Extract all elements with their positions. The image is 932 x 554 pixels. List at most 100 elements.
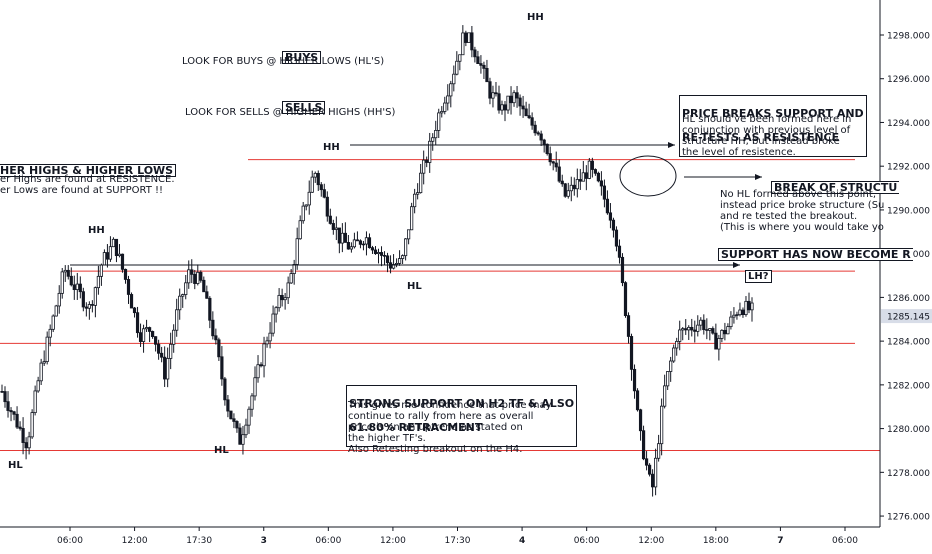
candle [166, 347, 170, 388]
candle [358, 239, 363, 249]
candle-body [193, 273, 197, 284]
candle-body [611, 219, 616, 231]
candle [57, 285, 61, 314]
candle-body [190, 269, 194, 275]
candle [51, 314, 55, 333]
candle [9, 407, 13, 422]
candle-body [723, 329, 727, 335]
candle-body [172, 329, 176, 345]
candle [117, 244, 122, 258]
hhhl-title: HER HIGHS & HIGHER LOWS [0, 153, 177, 177]
candle-body [271, 313, 275, 334]
candle-body [545, 143, 549, 155]
candle [292, 259, 296, 285]
price-tick-label: 1292.000 [887, 163, 930, 173]
candle [539, 130, 543, 146]
candle [175, 298, 179, 337]
candle [277, 288, 281, 312]
candle [307, 180, 311, 215]
candle [135, 306, 140, 338]
candle-body [105, 252, 110, 260]
last-price-marker: 1285.145 [881, 309, 932, 324]
candle [334, 216, 338, 241]
candle-body [446, 95, 450, 104]
price-tick-label: 1296.000 [887, 75, 930, 85]
candle-body [226, 399, 230, 412]
candle [729, 311, 733, 330]
candle-body [292, 264, 296, 275]
candle [226, 394, 230, 418]
candle [446, 84, 450, 111]
candle-body [605, 198, 610, 214]
candle-body [337, 227, 341, 244]
candle [473, 46, 477, 63]
candle-body [651, 473, 655, 488]
candle-body [419, 172, 423, 194]
candle-body [178, 295, 182, 311]
candle-body [319, 184, 323, 191]
candle-body [157, 343, 161, 354]
candle-body [482, 64, 486, 69]
candle [268, 322, 272, 349]
candle [425, 156, 429, 168]
time-tick-label: 3 [261, 536, 267, 546]
candle [629, 333, 634, 381]
candle-body [542, 139, 546, 145]
candle-body [518, 97, 522, 107]
candle [310, 170, 314, 193]
candle [147, 326, 152, 343]
candle [96, 265, 100, 295]
label-hl-mid1: HL [214, 445, 229, 456]
candle [720, 329, 724, 343]
candle [370, 245, 375, 254]
candle [223, 376, 227, 406]
candle-body [154, 336, 158, 345]
candle [313, 171, 317, 183]
candle [382, 251, 387, 265]
breaks-text: HL should've been formed here in conjunc… [682, 114, 852, 158]
price-tick-label: 1294.000 [887, 119, 930, 129]
candle [3, 386, 7, 408]
candle-body [551, 161, 555, 164]
candle [467, 32, 471, 43]
candle-body [741, 309, 745, 316]
candle-body [307, 191, 311, 206]
candle [322, 183, 326, 199]
candle [126, 275, 131, 304]
candle [157, 339, 161, 360]
candle-body [199, 271, 203, 281]
buys-title-text: BUYS [282, 51, 322, 64]
candle [410, 202, 414, 231]
candle-body [99, 264, 103, 277]
candle-body [340, 232, 344, 244]
candle [78, 276, 82, 299]
candle [596, 171, 600, 183]
candle [548, 146, 552, 166]
candle [352, 232, 357, 249]
candle-body [18, 426, 22, 429]
candle [90, 300, 94, 313]
candle [407, 229, 411, 245]
candle [123, 268, 128, 284]
candle-body [277, 294, 281, 309]
candle-body [684, 328, 688, 331]
candle [666, 371, 670, 391]
candle [575, 168, 579, 198]
candle [470, 26, 474, 58]
candle-body [364, 237, 369, 245]
candle [515, 85, 519, 108]
candle [461, 25, 465, 56]
candle [482, 61, 486, 80]
candle-body [527, 115, 531, 119]
candle-body [114, 238, 119, 257]
time-tick-label: 17:30 [445, 536, 471, 546]
candle [566, 182, 570, 199]
candle [416, 183, 420, 200]
candle-body [702, 319, 706, 331]
candle-body [265, 340, 269, 345]
candle [319, 182, 323, 197]
price-tick-label: 1282.000 [887, 381, 930, 391]
candle-body [391, 264, 396, 269]
candle [437, 108, 441, 138]
